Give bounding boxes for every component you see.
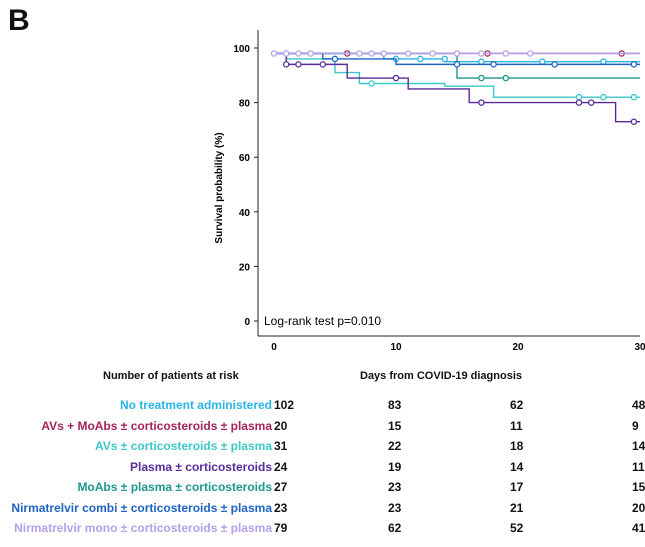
risk-count: 24 [274, 459, 288, 474]
censor-mark-7 [307, 50, 314, 57]
censor-mark-7 [356, 50, 363, 57]
risk-count: 15 [632, 480, 645, 494]
censor-mark-5 [478, 74, 485, 82]
censor-mark-7 [295, 50, 302, 57]
risk-count: 14 [510, 459, 524, 474]
panel-letter: B [8, 4, 30, 37]
censor-mark-4 [319, 61, 327, 68]
x-tick-label: 10 [390, 342, 402, 353]
censor-mark-6 [453, 61, 461, 68]
censor-mark-7 [404, 50, 412, 57]
censor-mark-1 [441, 55, 449, 63]
risk-row-label: Nirmatrelvir mono ± corticosteroids ± pl… [14, 521, 272, 535]
risk-count: 14 [632, 439, 645, 453]
censor-mark-4 [392, 74, 400, 82]
risk-row-label: Nirmatrelvir combi ± corticosteroids ± p… [11, 500, 272, 515]
censor-mark-4 [587, 99, 595, 106]
risk-count: 52 [510, 521, 524, 535]
censor-mark-7 [270, 50, 278, 57]
risk-count: 20 [274, 418, 288, 433]
risk-count: 83 [388, 398, 402, 412]
x-tick-label: 0 [271, 342, 277, 353]
risk-count: 11 [510, 418, 523, 433]
logrank-annotation: Log-rank test p=0.010 [264, 314, 381, 328]
risk-row-label: Plasma ± corticosteroids [130, 459, 272, 474]
risk-count: 23 [388, 500, 402, 515]
risk-count: 62 [388, 521, 402, 535]
risk-count: 31 [274, 439, 288, 453]
censor-mark-6 [490, 61, 497, 68]
x-tick-label: 20 [512, 342, 524, 353]
risk-count: 17 [510, 480, 524, 494]
censor-mark-7 [380, 50, 388, 57]
risk-count: 20 [632, 500, 645, 515]
censor-mark-3 [368, 80, 375, 87]
risk-row: AVs + MoAbs ± corticosteroids ± plasma 20… [0, 419, 645, 439]
censor-mark-1 [600, 58, 607, 65]
risk-row: AVs ± corticosteroids ± plasma 31 22 18 14 [0, 439, 645, 459]
censor-mark-1 [417, 55, 424, 63]
risk-count: 62 [510, 398, 524, 412]
risk-count: 15 [388, 418, 402, 433]
risk-row: MoAbs ± plasma ± corticosteroids 27 23 17 15 [0, 480, 645, 500]
risk-count: 27 [274, 480, 288, 494]
x-axis-label: Days from COVID-19 diagnosis [360, 370, 522, 382]
y-tick-label: 40 [239, 208, 251, 219]
survival-plot: 0 20 40 60 80 100 0 10 20 30 Survival probability … [214, 30, 645, 353]
censor-mark-3 [575, 93, 583, 101]
censor-mark-4 [478, 99, 485, 106]
censor-mark-4 [282, 61, 290, 68]
censor-mark-4 [630, 118, 638, 125]
risk-count: 23 [274, 500, 288, 515]
y-tick-label: 80 [239, 99, 251, 110]
risk-count: 23 [388, 480, 402, 494]
censor-mark-1 [539, 58, 546, 65]
censor-mark-7 [478, 50, 485, 57]
risk-count: 102 [274, 398, 295, 412]
risk-row-label: MoAbs ± plasma ± corticosteroids [77, 480, 272, 494]
risk-table-title: Number of patients at risk [103, 370, 239, 382]
risk-count: 79 [274, 521, 288, 535]
risk-count: 18 [510, 439, 524, 453]
censor-mark-4 [295, 61, 302, 68]
y-tick-label: 100 [233, 44, 250, 55]
risk-count: 22 [388, 439, 402, 453]
risk-row-label: AVs ± corticosteroids ± plasma [94, 439, 272, 453]
risk-count: 48 [632, 398, 645, 412]
risk-count: 21 [510, 500, 524, 515]
risk-row: No treatment administered 102 83 62 48 [0, 398, 645, 418]
censor-mark-7 [526, 50, 534, 57]
censor-mark-7 [502, 50, 510, 57]
censor-mark-6 [331, 55, 339, 63]
risk-row-label: No treatment administered [119, 398, 272, 412]
censor-mark-6 [630, 61, 638, 68]
y-tick-label: 60 [239, 153, 251, 164]
y-tick-label: 0 [244, 317, 250, 328]
y-axis-label: Survival probability (%) [214, 132, 225, 243]
y-tick-label: 20 [239, 262, 251, 273]
censor-mark-7 [368, 50, 375, 57]
censor-mark-1 [478, 58, 485, 65]
risk-count: 19 [388, 459, 402, 474]
censor-mark-7 [282, 50, 290, 57]
censor-mark-5 [502, 74, 510, 82]
censor-mark-4 [575, 99, 583, 106]
censor-mark-3 [600, 93, 607, 101]
risk-row: Nirmatrelvir mono ± corticosteroids ± pl… [0, 521, 645, 541]
risk-count: 11 [632, 459, 645, 474]
risk-row: Nirmatrelvir combi ± corticosteroids ± p… [0, 501, 645, 521]
censor-mark-7 [453, 50, 461, 57]
x-tick-label: 30 [634, 342, 645, 353]
risk-count: 9 [632, 418, 639, 433]
risk-count: 41 [632, 521, 645, 535]
censor-mark-3 [630, 93, 638, 101]
risk-row: Plasma ± corticosteroids 24 19 14 11 [0, 460, 645, 480]
risk-row-label: AVs + MoAbs ± corticosteroids ± plasma [41, 418, 272, 433]
censor-mark-7 [429, 50, 436, 57]
censor-mark-6 [551, 61, 558, 68]
